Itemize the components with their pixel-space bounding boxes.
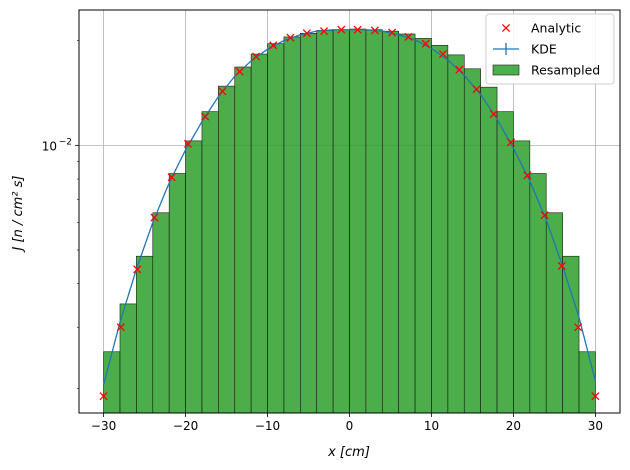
histogram-bar: [529, 173, 547, 414]
histogram-bar: [513, 140, 531, 414]
analytic-point: [421, 39, 430, 48]
histogram-bar: [398, 33, 416, 414]
analytic-point: [370, 26, 379, 35]
analytic-point: [251, 52, 261, 61]
y-tick-exponent: −2: [59, 137, 72, 147]
analytic-point: [540, 211, 549, 220]
kde-series: [102, 29, 597, 385]
analytic-point: [235, 67, 244, 76]
x-axis-ticks: −30 −20 −10 0 10 20 30: [91, 413, 603, 433]
histogram-bar: [316, 30, 334, 414]
histogram-bar: [218, 85, 236, 414]
histogram-bar: [267, 43, 285, 414]
y-tick-label: 10: [42, 139, 57, 153]
histogram-bar: [136, 255, 154, 414]
histogram-bar: [578, 351, 596, 414]
analytic-point: [150, 213, 159, 222]
analytic-point: [506, 138, 516, 147]
histogram-bar: [332, 29, 350, 414]
y-axis-ticks: 10 −2: [42, 40, 79, 389]
analytic-series: [99, 25, 600, 401]
analytic-point: [388, 28, 397, 37]
x-tick-label: −30: [91, 419, 116, 433]
histogram-bar: [480, 86, 498, 414]
x-tick-label: 20: [506, 419, 521, 433]
analytic-point: [404, 32, 413, 41]
analytic-point: [201, 112, 210, 121]
analytic-point: [116, 323, 125, 332]
legend-label: Resampled: [531, 63, 600, 78]
legend-entry: Analytic: [501, 21, 581, 36]
analytic-point: [557, 261, 566, 271]
analytic-point: [574, 323, 583, 332]
analytic-point: [455, 65, 464, 74]
analytic-point: [269, 41, 278, 50]
y-axis-label: J [n / cm² s]: [11, 176, 26, 254]
histogram-bar: [365, 29, 383, 414]
analytic-point: [591, 392, 600, 401]
histogram-bar: [250, 53, 268, 414]
analytic-point: [99, 392, 108, 401]
analytic-point: [167, 173, 176, 182]
x-axis-label-text: x [cm]: [327, 445, 370, 460]
histogram-bars: [103, 28, 596, 414]
y-axis-label-text: J [n / cm² s]: [11, 176, 26, 254]
histogram-bar: [414, 38, 432, 414]
histogram-bar: [463, 68, 481, 414]
x-axis-label: x [cm]: [327, 445, 370, 460]
histogram-bar: [103, 351, 121, 414]
x-tick-label: −10: [255, 419, 280, 433]
analytic-point: [472, 85, 481, 94]
legend-entry: KDE: [493, 42, 557, 57]
analytic-point: [133, 265, 142, 274]
analytic-point: [337, 25, 346, 34]
x-tick-label: 10: [424, 419, 439, 433]
histogram-bar: [431, 44, 449, 414]
x-tick-label: −20: [173, 419, 198, 433]
legend: Analytic KDE Resampled: [485, 13, 615, 85]
analytic-point: [302, 29, 311, 38]
histogram-bar: [562, 255, 580, 414]
legend-entry: Resampled: [492, 63, 600, 78]
analytic-point: [438, 50, 448, 59]
histogram-bar: [119, 303, 137, 414]
analytic-point: [489, 110, 498, 119]
histogram-bar: [349, 28, 367, 414]
histogram-bar: [185, 140, 203, 414]
histogram-bar: [152, 212, 170, 414]
histogram-bar: [201, 111, 219, 414]
kde-line: [102, 29, 597, 385]
analytic-point: [183, 139, 193, 148]
histogram-bar: [300, 32, 318, 414]
x-tick-label: 0: [346, 419, 354, 433]
histogram-bar: [283, 36, 301, 414]
histogram-bar: [447, 54, 465, 414]
legend-label: Analytic: [531, 21, 581, 36]
analytic-point: [218, 87, 227, 96]
histogram-bar: [234, 66, 252, 414]
histogram-bar: [168, 173, 186, 414]
x-tick-label: 30: [588, 419, 603, 433]
legend-label: KDE: [531, 42, 557, 57]
analytic-point: [523, 171, 532, 180]
analytic-point: [320, 27, 329, 36]
analytic-point: [353, 25, 362, 34]
histogram-bar: [496, 111, 514, 414]
analytic-point: [286, 33, 295, 42]
histogram-bar: [381, 30, 399, 414]
